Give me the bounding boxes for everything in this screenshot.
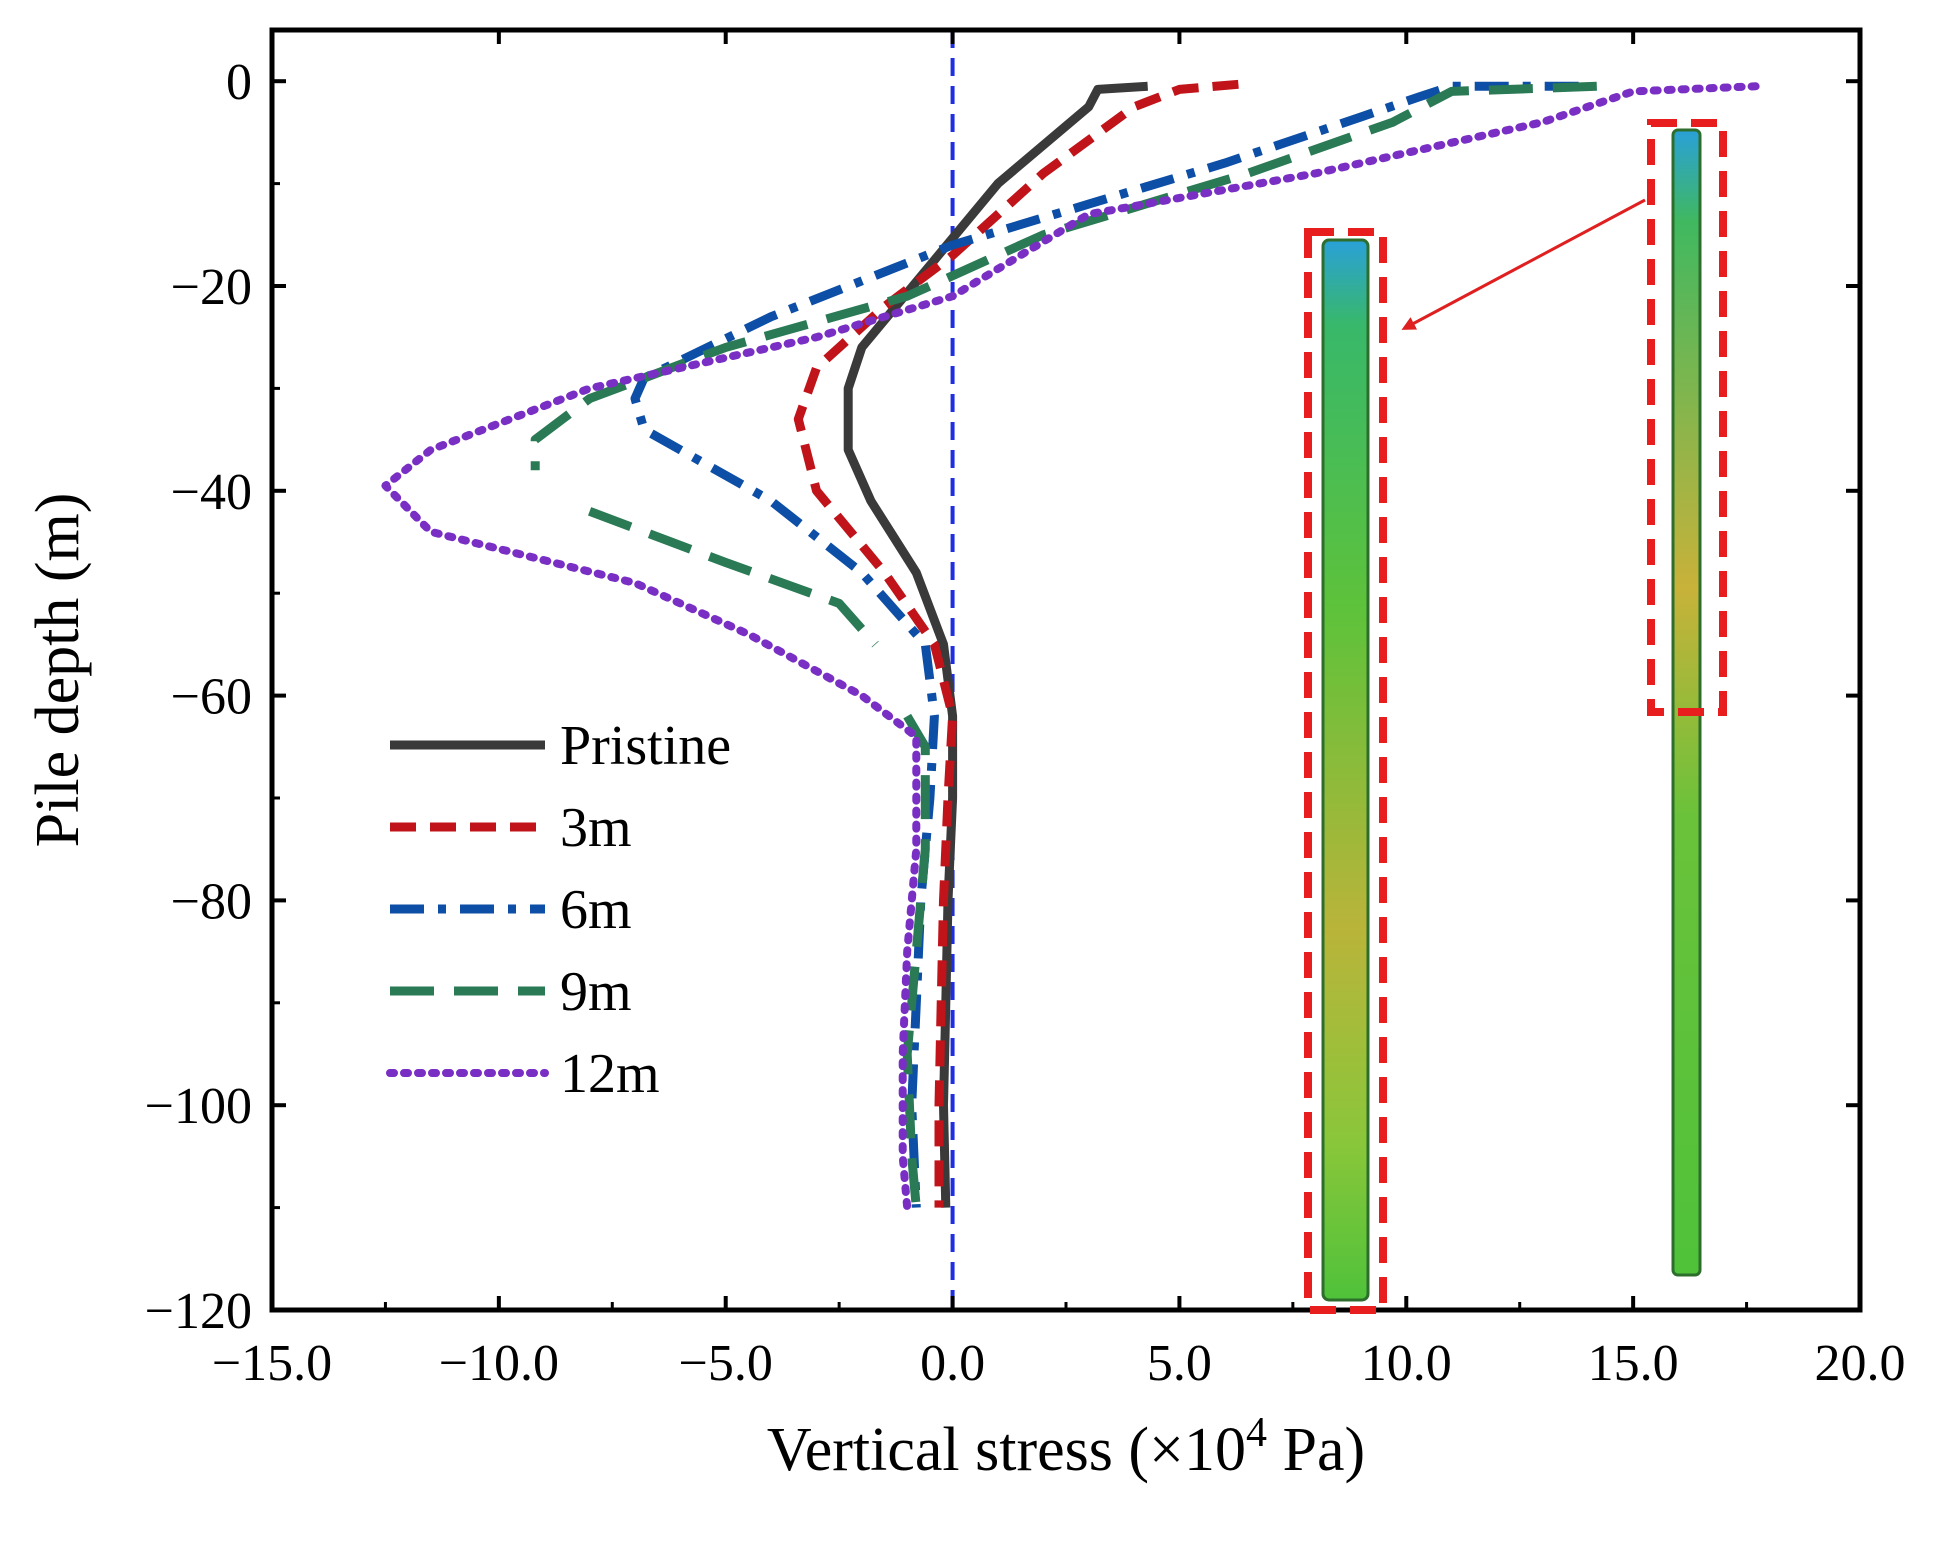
- pile-contour-left: [1321, 238, 1370, 1302]
- x-tick-label: 20.0: [1815, 1335, 1906, 1392]
- series-line-6m: [630, 81, 1579, 1208]
- x-tick-label: 5.0: [1147, 1335, 1212, 1392]
- series-line-12m: [381, 82, 1760, 1212]
- y-tick-label: −60: [171, 669, 252, 726]
- x-tick-label: −15.0: [212, 1335, 332, 1392]
- legend-label-6m: 6m: [560, 879, 632, 941]
- pile-stress-contour-insets: [1304, 119, 1727, 1314]
- y-tick-label: −80: [171, 873, 252, 930]
- plot-frame: [269, 27, 1863, 1313]
- series-line-9m: [530, 81, 1597, 1209]
- x-tick-label: 15.0: [1588, 1335, 1679, 1392]
- pile-contour-right: [1671, 128, 1702, 1277]
- y-tick-label: −20: [171, 259, 252, 316]
- x-tick-label: 10.0: [1361, 1335, 1452, 1392]
- x-tick-label: −5.0: [679, 1335, 773, 1392]
- y-axis-title: Pile depth (m): [24, 493, 92, 848]
- series-line-pristine: [843, 81, 1148, 1208]
- y-tick-label: −40: [171, 464, 252, 521]
- series-line-3m: [793, 79, 1239, 1208]
- pile-highlight-box-right: [1647, 119, 1727, 716]
- pointer-arrow: [1401, 198, 1646, 330]
- legend-label-12m: 12m: [560, 1043, 660, 1105]
- pile-highlight-box-left: [1304, 228, 1387, 1314]
- y-tick-label: −100: [145, 1078, 252, 1135]
- x-tick-label: 0.0: [920, 1335, 985, 1392]
- legend-label-3m: 3m: [560, 797, 632, 859]
- legend-label-pristine: Pristine: [560, 715, 731, 777]
- x-axis-title: Vertical stress (×104 Pa): [767, 1410, 1365, 1484]
- legend-label-9m: 9m: [560, 961, 632, 1023]
- y-tick-label: −120: [145, 1283, 252, 1340]
- x-tick-label: −10.0: [439, 1335, 559, 1392]
- legend: Pristine 3m 6m 9m 12m: [386, 715, 731, 1105]
- y-tick-label: 0: [226, 54, 252, 111]
